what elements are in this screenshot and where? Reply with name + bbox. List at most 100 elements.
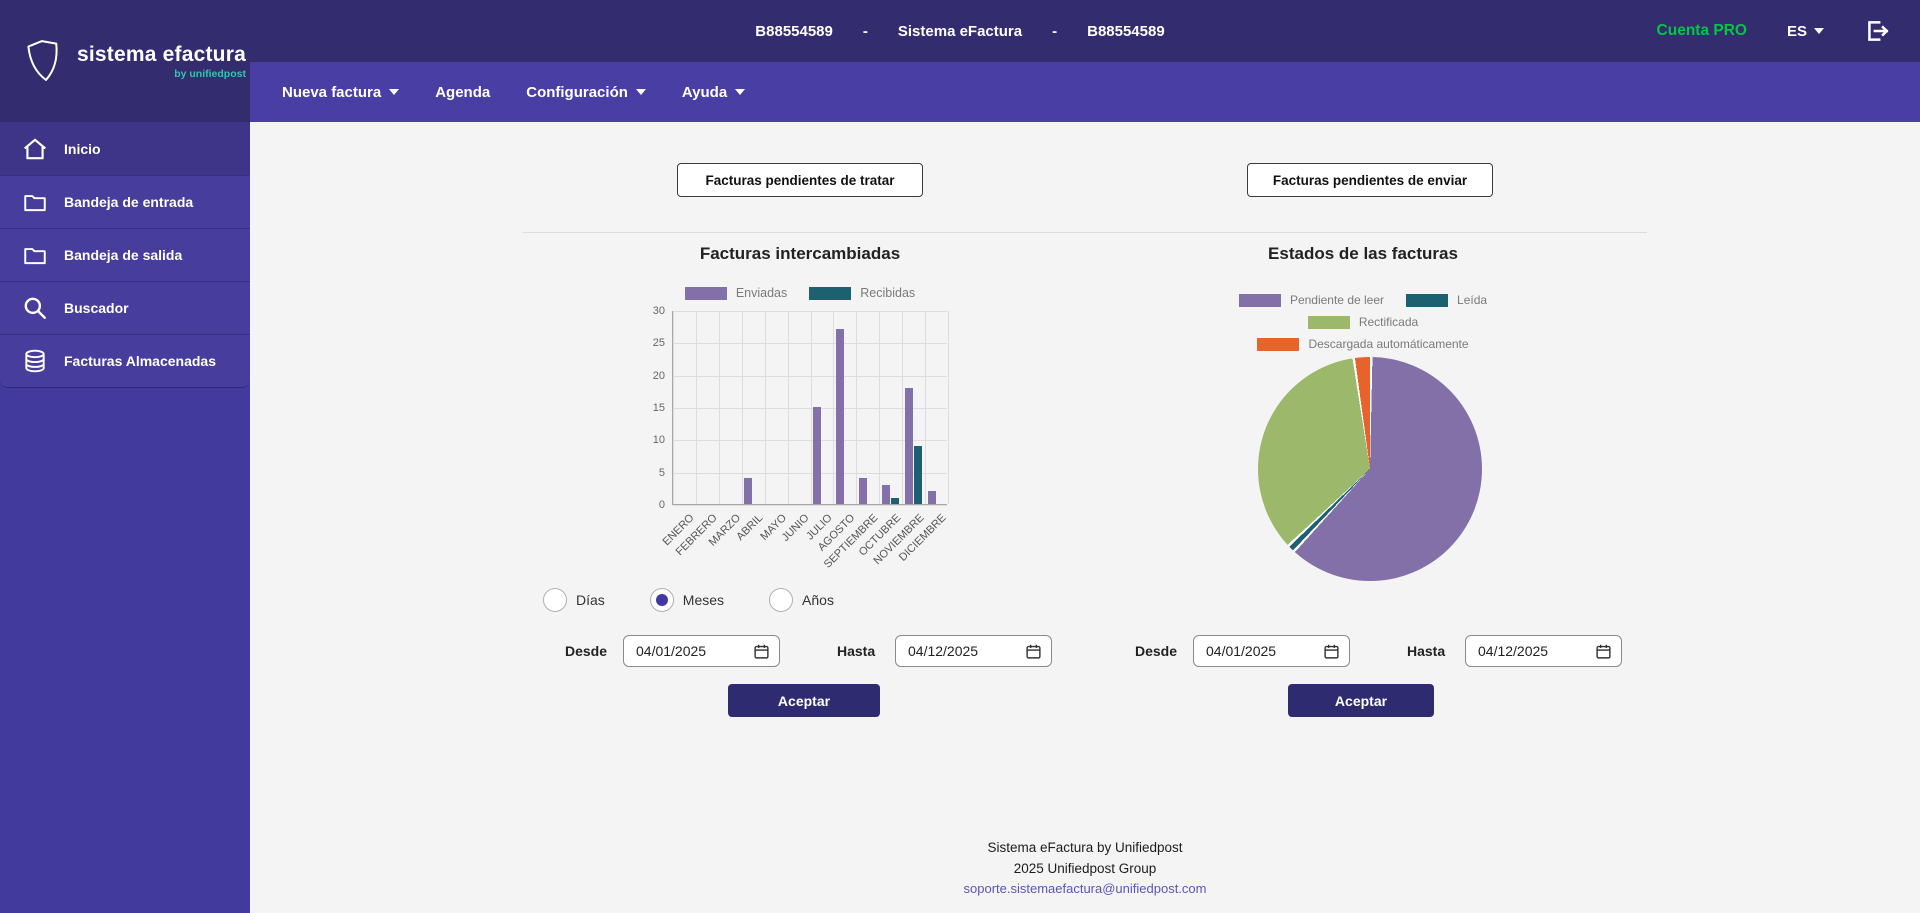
legend-swatch-rectificada <box>1307 315 1350 329</box>
v-gridline <box>787 311 789 504</box>
radio-button-dias[interactable] <box>543 588 567 612</box>
footer-line1: Sistema eFactura by Unifiedpost <box>987 840 1183 855</box>
legend-entry-recibidas: Recibidas <box>809 286 915 300</box>
sidebar-item-label: Buscador <box>64 300 129 316</box>
language-code: ES <box>1786 22 1807 40</box>
v-gridline <box>695 311 697 504</box>
v-gridline <box>902 311 904 504</box>
bar-chart-legend: Enviadas Recibidas <box>600 286 1000 300</box>
logout-button[interactable] <box>1864 18 1890 44</box>
legend-swatch-enviadas <box>684 286 727 300</box>
sidebar-item-bandeja-entrada[interactable]: Bandeja de entrada <box>0 175 250 228</box>
v-gridline <box>673 311 674 504</box>
aceptar-button-right[interactable]: Aceptar <box>1288 684 1434 717</box>
account-id-left: B88554589 <box>755 22 833 40</box>
language-selector[interactable]: ES <box>1787 23 1824 40</box>
facturas-pendientes-tratar-button[interactable]: Facturas pendientes de tratar <box>677 163 923 197</box>
nav-item-agenda[interactable]: Agenda <box>435 84 490 101</box>
bar-enviadas-octubre <box>881 484 890 504</box>
calendar-icon[interactable] <box>1025 643 1042 660</box>
y-axis-tick: 20 <box>652 369 665 382</box>
radio-option-dias[interactable]: Días <box>543 588 605 612</box>
header-account-breadcrumb: B88554589 - Sistema eFactura - B88554589 <box>0 0 1920 62</box>
nav-item-label: Configuración <box>526 83 628 101</box>
legend-entry-leida: Leída <box>1406 293 1487 307</box>
sidebar-item-label: Bandeja de entrada <box>64 194 194 210</box>
calendar-icon[interactable] <box>753 643 770 660</box>
radio-button-meses[interactable] <box>649 588 674 612</box>
bar-recibidas-octubre <box>891 497 900 504</box>
hasta-label-right: Hasta <box>1407 643 1446 659</box>
bar-enviadas-agosto <box>835 329 844 504</box>
app-logo[interactable]: sistema efactura by unifiedpost <box>0 0 250 122</box>
legend-label: Rectificada <box>1358 315 1419 329</box>
chevron-down-icon <box>389 89 400 95</box>
separator-dash: - <box>862 22 868 40</box>
top-header-bar: B88554589 - Sistema eFactura - B88554589… <box>0 0 1920 62</box>
bar-enviadas-julio <box>812 407 821 504</box>
radio-label: Días <box>576 592 605 608</box>
h-gridline <box>673 408 947 409</box>
header-right-controls: Cuenta PRO ES <box>1657 0 1890 62</box>
nav-item-configuracion[interactable]: Configuración <box>526 84 646 101</box>
calendar-icon[interactable] <box>1595 643 1612 660</box>
nav-item-ayuda[interactable]: Ayuda <box>681 83 746 101</box>
legend-label: Pendiente de leer <box>1289 293 1385 307</box>
folder-icon <box>24 195 46 212</box>
v-gridline <box>741 311 743 504</box>
desde-date-input-left[interactable] <box>636 643 747 659</box>
sidebar-item-inicio[interactable]: Inicio <box>0 122 250 175</box>
main-content: Facturas pendientes de tratar Facturas p… <box>250 122 1920 913</box>
desde-label-left: Desde <box>565 643 608 659</box>
footer: Sistema eFactura by Unifiedpost 2025 Uni… <box>250 838 1920 900</box>
y-axis-tick: 0 <box>658 499 665 511</box>
hasta-date-input-right[interactable] <box>1478 643 1589 659</box>
legend-label: Leída <box>1457 293 1488 307</box>
v-gridline <box>879 311 881 504</box>
legend-entry-pendiente-de-leer: Pendiente de leer <box>1238 293 1385 307</box>
desde-label-right: Desde <box>1135 643 1178 659</box>
nav-item-label: Ayuda <box>681 83 728 101</box>
logo-subtitle: by unifiedpost <box>174 67 246 80</box>
hasta-date-input-left[interactable] <box>908 643 1019 659</box>
legend-swatch-recibidas <box>809 286 852 300</box>
support-email-link[interactable]: soporte.sistemaefactura@unifiedpost.com <box>963 881 1207 896</box>
y-axis-tick: 30 <box>652 305 665 317</box>
aceptar-button-left[interactable]: Aceptar <box>728 684 880 717</box>
legend-label: Descargada automáticamente <box>1308 337 1469 351</box>
account-plan-link[interactable]: Cuenta PRO <box>1656 22 1747 39</box>
v-gridline <box>833 311 835 504</box>
logo-title: sistema efactura <box>77 42 246 66</box>
bar-enviadas-abril <box>744 478 753 504</box>
chevron-down-icon <box>635 89 646 95</box>
sidebar-item-bandeja-salida[interactable]: Bandeja de salida <box>0 228 250 281</box>
nav-item-nueva-factura[interactable]: Nueva factura <box>282 83 400 101</box>
sidebar-item-facturas-almacenadas[interactable]: Facturas Almacenadas <box>0 334 250 387</box>
v-gridline <box>718 311 720 504</box>
bar-recibidas-noviembre <box>914 445 923 504</box>
y-axis-tick: 25 <box>652 337 665 350</box>
radio-option-meses[interactable]: Meses <box>649 588 724 612</box>
legend-entry-rectificada: Rectificada <box>1307 315 1419 329</box>
main-nav: Nueva factura Agenda Configuración Ayuda <box>250 62 1920 122</box>
nav-item-label: Agenda <box>435 83 491 101</box>
y-axis-tick: 5 <box>658 466 665 479</box>
section-divider <box>523 232 1647 233</box>
sidebar-item-label: Facturas Almacenadas <box>64 353 216 369</box>
separator-dash: - <box>1052 22 1058 40</box>
bar-chart-plot: 0 5 10 15 20 25 30 ENERO FEBRERO MARZO ABRIL MAYO JU… <box>653 305 949 571</box>
legend-entry-descargada: Descargada automáticamente <box>1257 337 1469 351</box>
radio-button-anos[interactable] <box>769 588 794 612</box>
desde-date-input-right[interactable] <box>1206 643 1317 659</box>
database-icon <box>25 349 45 373</box>
facturas-pendientes-enviar-button[interactable]: Facturas pendientes de enviar <box>1247 163 1493 197</box>
nav-item-label: Nueva factura <box>282 83 382 101</box>
calendar-icon[interactable] <box>1323 643 1340 660</box>
folder-icon <box>24 248 46 265</box>
h-gridline <box>673 440 947 442</box>
radio-option-anos[interactable]: Años <box>769 588 834 612</box>
legend-swatch-descargada <box>1257 337 1300 351</box>
bar-enviadas-septiembre <box>858 478 867 504</box>
sidebar-item-buscador[interactable]: Buscador <box>0 281 250 334</box>
sidebar-menu: Inicio Bandeja de entrada Bandeja de sal… <box>0 122 250 388</box>
